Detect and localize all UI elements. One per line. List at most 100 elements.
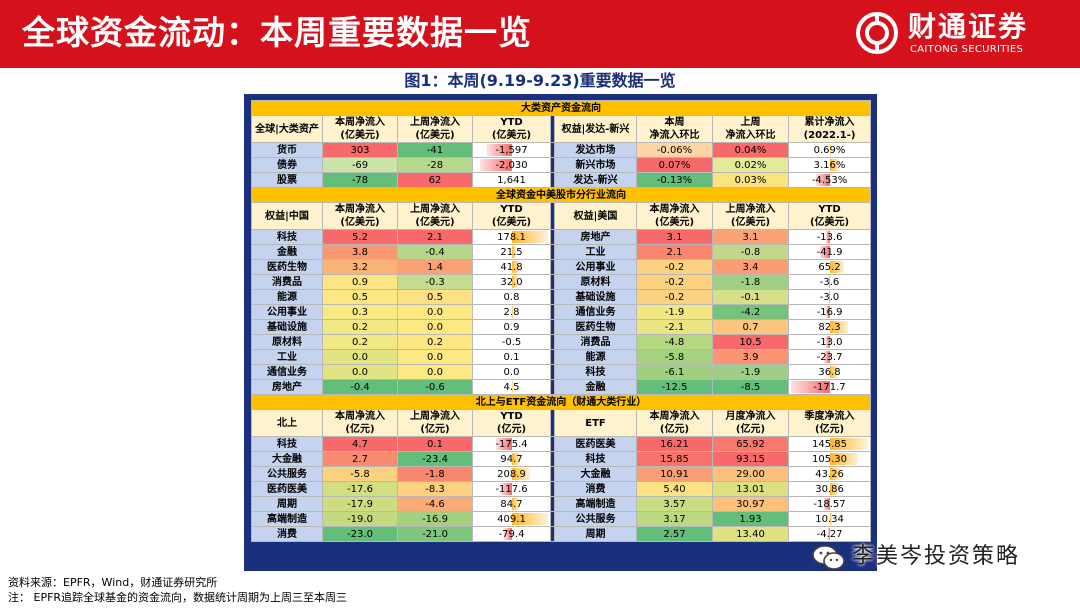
right-value-cumulative-text: 43.26	[815, 468, 844, 480]
page-header: 全球资金流动：本周重要数据一览 财通证券 CAITONG SECURITIES	[0, 0, 1080, 68]
right-value-cumulative-text: 65.2	[818, 261, 841, 273]
section-title-row: 全球资金中美股市分行业流向	[250, 187, 872, 203]
right-value-prev: 1.93	[712, 511, 789, 527]
right-value-this-week: -0.06%	[636, 142, 713, 158]
right-value-cumulative: -3.0	[787, 289, 872, 305]
left-value-this-week: -23.0	[322, 526, 398, 542]
right-value-this-week: -2.1	[636, 319, 713, 335]
left-row-label: 科技	[251, 229, 323, 245]
left-value-prev: -4.6	[397, 496, 473, 512]
left-column-header: 上周净流入 (亿元)	[397, 409, 473, 437]
data-bar	[500, 483, 512, 495]
right-corner-label: 权益|美国	[554, 202, 637, 230]
left-value-cumulative-text: 0.8	[503, 291, 520, 303]
data-bar	[824, 498, 830, 510]
right-value-cumulative: -3.6	[787, 274, 872, 290]
left-value-cumulative: 4.5	[472, 379, 551, 395]
column-header-row: 全球|大类资产 本周净流入 (亿美元) 上周净流入 (亿美元) YTD (亿美元) 权益|发达…	[251, 115, 872, 143]
data-bar	[487, 144, 512, 156]
left-value-this-week: -5.8	[322, 466, 398, 482]
left-row-label: 医药生物	[251, 259, 323, 275]
right-value-cumulative-text: -41.9	[816, 246, 843, 258]
right-value-cumulative: 36.8	[787, 364, 872, 380]
left-row-label: 股票	[251, 172, 323, 188]
right-row-label: 科技	[554, 451, 637, 467]
right-value-prev: 0.02%	[712, 157, 789, 173]
left-value-prev: 2.1	[397, 229, 473, 245]
right-value-this-week: -1.9	[636, 304, 713, 320]
left-row-label: 周期	[251, 496, 323, 512]
data-bar	[824, 351, 830, 363]
data-bar	[826, 336, 830, 348]
data-bar	[829, 144, 832, 156]
left-value-this-week: 0.0	[322, 364, 398, 380]
data-bar	[829, 453, 858, 465]
right-value-cumulative-text: 3.16%	[813, 159, 846, 171]
left-value-prev: 0.5	[397, 289, 473, 305]
left-value-prev: 0.0	[397, 349, 473, 365]
left-row-label: 医药医美	[251, 481, 323, 497]
left-value-cumulative: 0.1	[472, 349, 551, 365]
header-line: 上周净流入	[410, 411, 460, 422]
left-row-label: 消费	[251, 526, 323, 542]
right-value-this-week: -0.2	[636, 289, 713, 305]
right-value-this-week: -5.8	[636, 349, 713, 365]
right-value-cumulative-text: -16.9	[816, 306, 843, 318]
header-line: (亿美元)	[809, 217, 850, 228]
table-row: 医药生物 3.2 1.4 41.8 公用事业 -0.2 3.4 65.2	[251, 259, 872, 275]
data-bar	[829, 468, 842, 480]
header-line: (亿元)	[735, 424, 766, 435]
watermark: 李美岑投资策略	[812, 538, 1052, 578]
left-row-label: 货币	[251, 142, 323, 158]
left-value-cumulative-text: 208.9	[497, 468, 526, 480]
left-value-cumulative: 0.8	[472, 289, 551, 305]
figure-title: 图1：本周(9.19-9.23)重要数据一览	[404, 71, 676, 90]
left-value-this-week: -69	[322, 157, 398, 173]
left-value-cumulative-text: -117.6	[495, 483, 528, 495]
left-value-prev: 0.0	[397, 319, 473, 335]
right-value-cumulative: 65.2	[787, 259, 872, 275]
header-line: 上周净流入	[410, 117, 460, 128]
header-line: 本周净流入	[335, 117, 385, 128]
right-value-cumulative: -23.7	[787, 349, 872, 365]
right-corner-label: 权益|发达-新兴	[554, 115, 637, 143]
right-value-this-week: -4.8	[636, 334, 713, 350]
left-value-this-week: 0.0	[322, 349, 398, 365]
left-corner-label: 权益|中国	[251, 202, 323, 230]
right-value-cumulative-text: -18.57	[813, 498, 846, 510]
data-bar	[511, 246, 516, 258]
left-value-prev: -0.3	[397, 274, 473, 290]
wechat-icon	[812, 545, 845, 570]
data-bar	[815, 174, 830, 186]
header-line: YTD	[500, 204, 523, 215]
right-value-prev: -0.1	[712, 289, 789, 305]
header-line: (亿元)	[420, 424, 450, 435]
right-value-cumulative: -13.6	[787, 229, 872, 245]
header-line: (亿美元)	[730, 217, 771, 228]
left-value-prev: -21.0	[397, 526, 473, 542]
left-value-prev: -1.8	[397, 466, 473, 482]
page-title: 全球资金流动：本周重要数据一览	[22, 13, 532, 52]
right-value-cumulative-text: 10.34	[815, 513, 844, 525]
left-value-prev: 0.0	[397, 304, 473, 320]
right-value-this-week: 3.17	[636, 511, 713, 527]
data-bar	[504, 528, 512, 540]
right-value-prev: -0.8	[712, 244, 789, 260]
right-row-label: 周期	[554, 526, 637, 542]
left-value-this-week: 0.5	[322, 289, 398, 305]
right-row-label: 工业	[554, 244, 637, 260]
table-row: 债券 -69 -28 -2,030 新兴市场 0.07% 0.02% 3.16%	[251, 157, 872, 173]
header-line: 季度净流入	[804, 411, 855, 422]
right-value-prev: 10.5	[712, 334, 789, 350]
left-value-cumulative-text: 0.0	[503, 366, 520, 378]
left-value-cumulative-text: 0.9	[503, 321, 520, 333]
right-row-label: 通信业务	[554, 304, 637, 320]
header-line: (亿美元)	[491, 130, 532, 141]
right-row-label: 公用事业	[554, 259, 637, 275]
left-value-cumulative-text: -79.4	[498, 528, 525, 540]
right-value-prev: 65.92	[712, 436, 789, 452]
right-row-label: 公共服务	[554, 511, 637, 527]
right-value-this-week: -0.13%	[636, 172, 713, 188]
section-title-row: 北上与ETF资金流向（财通大类行业）	[250, 394, 872, 410]
section-title: 大类资产资金流向	[250, 100, 872, 116]
